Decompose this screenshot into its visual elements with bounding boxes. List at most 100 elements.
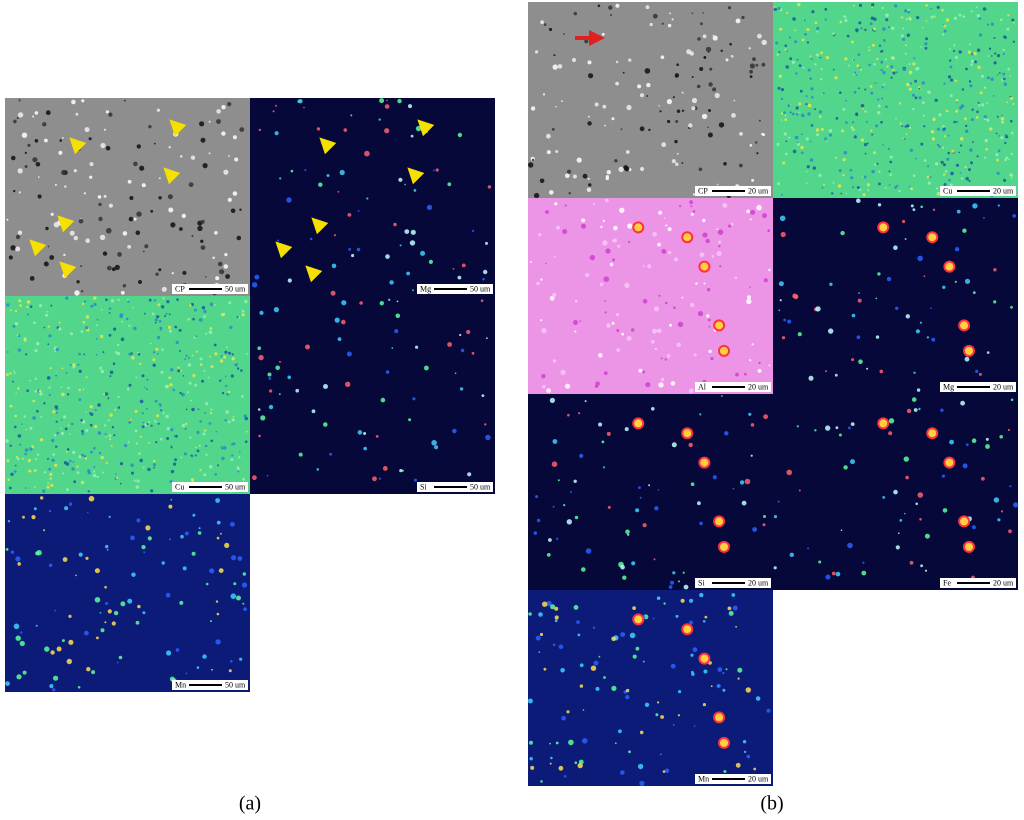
speckle bbox=[287, 375, 292, 380]
speckle bbox=[197, 225, 203, 232]
speckle bbox=[67, 424, 70, 427]
speckle bbox=[158, 196, 162, 200]
speckle bbox=[666, 354, 671, 358]
speckle bbox=[36, 453, 40, 456]
speckle bbox=[642, 299, 648, 304]
speckle bbox=[581, 567, 586, 572]
speckle bbox=[734, 276, 738, 280]
speckle bbox=[230, 458, 234, 461]
speckle bbox=[541, 374, 546, 379]
speckle bbox=[213, 343, 217, 347]
speckle bbox=[592, 626, 596, 629]
speckle bbox=[219, 359, 224, 363]
speckle bbox=[391, 347, 394, 349]
speckle bbox=[598, 353, 603, 358]
speckle bbox=[887, 26, 891, 29]
tile-background bbox=[528, 394, 773, 590]
speckle bbox=[893, 489, 898, 495]
speckle bbox=[608, 5, 613, 10]
speckle bbox=[33, 321, 36, 325]
speckle bbox=[777, 182, 781, 186]
speckle bbox=[26, 300, 31, 304]
speckle bbox=[920, 46, 923, 48]
speckle bbox=[108, 112, 113, 117]
speckle bbox=[737, 667, 743, 673]
tile-background bbox=[5, 494, 250, 692]
speckle bbox=[208, 330, 213, 335]
speckle bbox=[77, 363, 80, 366]
speckle bbox=[906, 82, 910, 87]
speckle bbox=[107, 265, 112, 271]
speckle bbox=[835, 571, 841, 577]
speckle bbox=[805, 95, 808, 98]
speckle bbox=[800, 145, 804, 150]
speckle bbox=[908, 185, 911, 188]
speckle bbox=[107, 609, 112, 614]
speckle bbox=[905, 314, 910, 319]
speckle bbox=[142, 412, 144, 415]
speckle bbox=[139, 399, 144, 404]
speckle bbox=[996, 74, 999, 76]
speckle bbox=[14, 322, 19, 326]
speckle bbox=[13, 370, 16, 373]
speckle bbox=[906, 408, 912, 414]
speckle bbox=[134, 429, 138, 433]
speckle bbox=[670, 580, 674, 585]
speckle bbox=[210, 439, 214, 443]
speckle bbox=[64, 427, 68, 431]
speckle bbox=[17, 230, 23, 235]
speckle bbox=[895, 545, 900, 550]
speckle bbox=[541, 328, 547, 334]
speckle bbox=[889, 155, 893, 159]
speckle bbox=[459, 333, 462, 337]
speckle bbox=[612, 258, 616, 262]
speckle bbox=[102, 351, 105, 354]
speckle bbox=[208, 465, 213, 469]
speckle bbox=[12, 324, 16, 328]
speckle bbox=[566, 519, 572, 525]
speckle bbox=[607, 505, 611, 509]
speckle bbox=[885, 105, 888, 108]
speckle bbox=[933, 15, 936, 18]
speckle bbox=[831, 192, 834, 195]
speckle bbox=[236, 466, 240, 470]
speckle bbox=[699, 413, 702, 416]
speckle bbox=[839, 20, 843, 24]
speckle bbox=[853, 135, 857, 139]
tile-background bbox=[773, 2, 1018, 198]
speckle bbox=[905, 475, 909, 480]
speckle bbox=[1003, 178, 1007, 182]
speckle bbox=[22, 457, 24, 460]
speckle bbox=[169, 480, 172, 483]
speckle bbox=[1005, 156, 1009, 160]
speckle bbox=[931, 137, 936, 141]
speckle bbox=[915, 329, 921, 334]
speckle bbox=[37, 194, 42, 199]
speckle bbox=[6, 373, 9, 376]
speckle bbox=[242, 572, 246, 576]
speckle bbox=[385, 370, 390, 374]
speckle bbox=[976, 14, 980, 18]
speckle bbox=[157, 336, 161, 340]
particle bbox=[963, 540, 975, 553]
speckle bbox=[199, 469, 202, 472]
speckle bbox=[780, 119, 783, 121]
speckle bbox=[993, 300, 997, 304]
speckle bbox=[562, 229, 568, 235]
speckle bbox=[757, 33, 762, 39]
speckle bbox=[594, 102, 599, 107]
speckle bbox=[699, 592, 704, 598]
speckle bbox=[191, 354, 194, 357]
tile-background bbox=[5, 296, 250, 494]
speckle bbox=[689, 620, 693, 625]
tile-background bbox=[528, 198, 773, 394]
speckle bbox=[1008, 158, 1010, 161]
speckle bbox=[225, 384, 228, 388]
speckle bbox=[735, 625, 737, 628]
speckle bbox=[135, 376, 138, 379]
speckle bbox=[752, 57, 756, 61]
speckle bbox=[992, 95, 995, 97]
speckle bbox=[316, 127, 321, 131]
speckle bbox=[29, 276, 35, 281]
speckle bbox=[485, 241, 488, 245]
